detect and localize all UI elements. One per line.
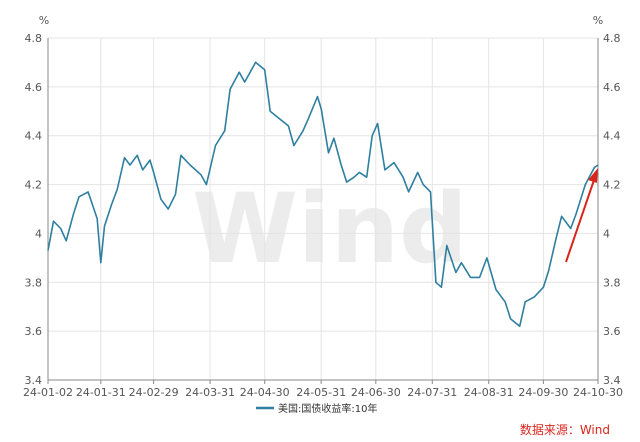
left-axis-unit: %: [39, 14, 49, 27]
series-group: [47, 61, 599, 328]
y-tick-left: 4.2: [25, 179, 43, 192]
watermark: Wind: [192, 173, 468, 285]
y-tick-left: 4: [35, 227, 42, 240]
legend: 美国:国债收益率:10年: [256, 402, 377, 415]
y-tick-left: 4.4: [25, 130, 43, 143]
series-line: [47, 61, 599, 328]
axes: [47, 38, 599, 381]
y-tick-left: 4.6: [25, 81, 43, 94]
y-tick-left: 4.8: [25, 32, 43, 45]
x-tick-label: 24-09-30: [518, 386, 568, 399]
x-tick-label: 24-03-31: [185, 386, 235, 399]
x-tick-label: 24-01-02: [23, 386, 73, 399]
x-tick-label: 24-07-31: [407, 386, 457, 399]
x-tick-label: 24-05-31: [296, 386, 346, 399]
trend-arrow-line: [565, 179, 595, 263]
y-tick-left: 3.6: [25, 325, 43, 338]
y-tick-right: 3.4: [603, 374, 621, 387]
y-tick-right: 3.8: [603, 276, 621, 289]
y-tick-right: 3.6: [603, 325, 621, 338]
x-tick-label: 24-04-30: [240, 386, 290, 399]
y-tick-left: 3.8: [25, 276, 43, 289]
right-axis-unit: %: [593, 14, 603, 27]
data-source: 数据来源：Wind: [520, 422, 610, 437]
x-tick-label: 24-06-30: [351, 386, 401, 399]
y-tick-right: 4.6: [603, 81, 621, 94]
legend-label: 美国:国债收益率:10年: [278, 402, 377, 415]
y-tick-right: 4.4: [603, 130, 621, 143]
y-tick-right: 4: [603, 227, 610, 240]
x-tick-label: 24-02-29: [129, 386, 179, 399]
trend-arrow: [565, 168, 598, 263]
y-axis-left-ticks: 4.8 4.6 4.4 4.2 4 3.8 3.6 3.4: [25, 32, 43, 387]
y-axis-right-ticks: 4.8 4.6 4.4 4.2 4 3.8 3.6 3.4: [603, 32, 621, 387]
x-tick-label: 24-01-31: [76, 386, 126, 399]
y-tick-left: 3.4: [25, 374, 43, 387]
trend-arrow-head: [588, 168, 598, 183]
x-axis-ticks: 24-01-02 24-01-31 24-02-29 24-03-31 24-04-30…: [23, 380, 623, 399]
x-tick-label: 24-08-31: [464, 386, 514, 399]
x-tick-label: 24-10-30: [573, 386, 623, 399]
y-tick-right: 4.2: [603, 179, 621, 192]
y-tick-right: 4.8: [603, 32, 621, 45]
